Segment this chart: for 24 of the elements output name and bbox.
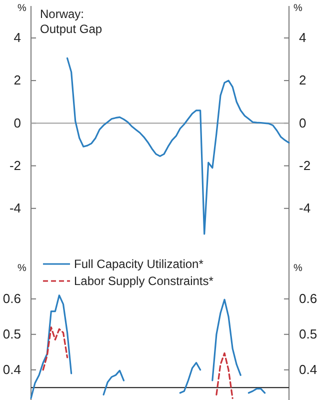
y2-tick-label: -2 (299, 158, 311, 173)
y2-tick-label: 4 (299, 30, 306, 46)
y-tick-label: 0.4 (2, 362, 21, 378)
y2-tick-label: 2 (299, 72, 306, 88)
y-tick-label: -2 (9, 158, 21, 173)
line-series (66, 57, 290, 235)
y-tick-label: 0.6 (2, 291, 21, 306)
y-axis-title: % (18, 263, 27, 274)
y-tick-label: 0 (14, 115, 21, 130)
y-tick-label: 2 (14, 72, 21, 88)
y-axis-title: % (18, 3, 27, 14)
y2-tick-label: 0 (299, 115, 306, 130)
y2-tick-label: 0.6 (299, 291, 318, 306)
legend-label: Labor Supply Constraints* (74, 274, 214, 288)
y2-tick-label: 0.4 (299, 362, 318, 378)
y2-axis-title: % (294, 263, 303, 274)
y-tick-label: -4 (9, 200, 21, 216)
legend-label: Full Capacity Utilization* (74, 257, 204, 271)
y2-axis-title: % (294, 3, 303, 14)
text: Norway: Output Gap (40, 7, 102, 36)
y2-tick-label: -4 (299, 200, 311, 216)
y-tick-label: 4 (14, 30, 21, 46)
y-tick-label: 0.5 (2, 326, 21, 342)
y2-tick-label: 0.5 (299, 326, 318, 342)
